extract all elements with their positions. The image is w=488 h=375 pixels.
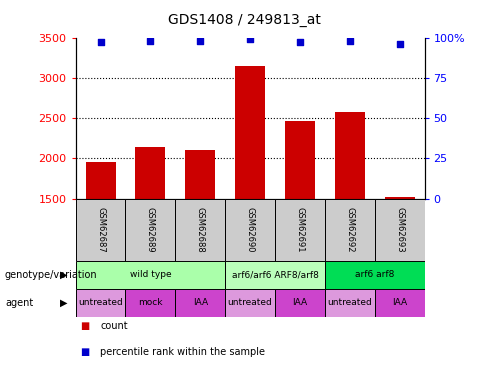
Bar	[136, 147, 165, 320]
Text: ▶: ▶	[60, 270, 67, 280]
Text: GDS1408 / 249813_at: GDS1408 / 249813_at	[167, 13, 321, 27]
Bar	[335, 112, 365, 320]
Bar	[285, 122, 315, 320]
Bar	[76, 289, 125, 317]
Text: arf6 arf8: arf6 arf8	[355, 270, 394, 279]
Text: IAA: IAA	[193, 298, 208, 307]
Bar	[375, 199, 425, 261]
Text: GSM62688: GSM62688	[196, 207, 205, 253]
Text: percentile rank within the sample: percentile rank within the sample	[100, 347, 265, 357]
Bar	[325, 261, 425, 289]
Bar	[125, 199, 175, 261]
Point	[196, 38, 204, 44]
Text: GSM62691: GSM62691	[295, 207, 305, 252]
Bar	[175, 289, 225, 317]
Bar	[375, 289, 425, 317]
Text: ■: ■	[81, 321, 90, 331]
Bar	[325, 199, 375, 261]
Bar	[235, 66, 265, 320]
Point	[97, 39, 104, 45]
Text: GSM62693: GSM62693	[395, 207, 404, 252]
Text: mock: mock	[138, 298, 163, 307]
Bar	[275, 289, 325, 317]
Bar	[225, 289, 275, 317]
Text: IAA: IAA	[292, 298, 307, 307]
Text: ▶: ▶	[60, 298, 67, 308]
Point	[296, 39, 304, 45]
Bar	[125, 289, 175, 317]
Point	[346, 38, 354, 44]
Bar	[85, 162, 116, 320]
Text: ■: ■	[81, 347, 90, 357]
Text: count: count	[100, 321, 128, 331]
Bar	[175, 199, 225, 261]
Bar	[385, 197, 415, 320]
Text: GSM62687: GSM62687	[96, 207, 105, 253]
Point	[396, 41, 404, 47]
Point	[246, 36, 254, 42]
Text: GSM62690: GSM62690	[245, 207, 255, 252]
Bar	[325, 289, 375, 317]
Text: agent: agent	[5, 298, 33, 308]
Bar	[225, 261, 325, 289]
Text: untreated: untreated	[327, 298, 372, 307]
Text: arf6/arf6 ARF8/arf8: arf6/arf6 ARF8/arf8	[232, 270, 319, 279]
Bar	[76, 199, 125, 261]
Text: genotype/variation: genotype/variation	[5, 270, 98, 280]
Text: GSM62692: GSM62692	[346, 207, 354, 252]
Text: GSM62689: GSM62689	[146, 207, 155, 252]
Bar	[185, 150, 215, 320]
Text: untreated: untreated	[78, 298, 123, 307]
Text: IAA: IAA	[392, 298, 407, 307]
Text: untreated: untreated	[228, 298, 272, 307]
Text: wild type: wild type	[130, 270, 171, 279]
Bar	[76, 261, 225, 289]
Point	[146, 38, 154, 44]
Bar	[225, 199, 275, 261]
Bar	[275, 199, 325, 261]
